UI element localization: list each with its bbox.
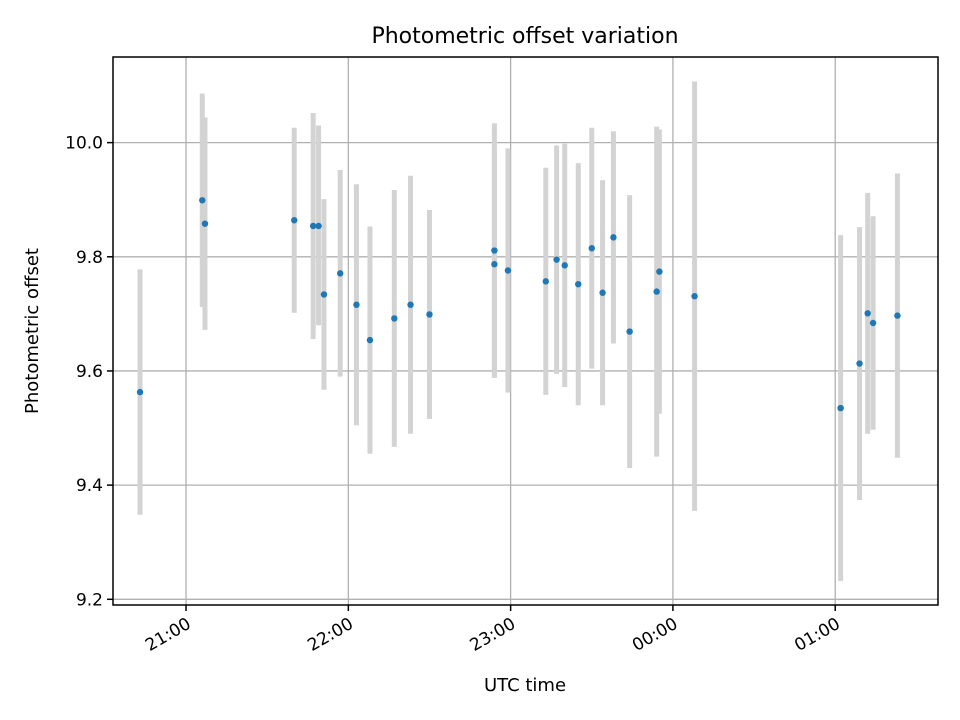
point-layer — [136, 197, 901, 412]
data-point — [391, 315, 398, 322]
x-axis-label: UTC time — [484, 675, 566, 696]
plot-frame — [112, 56, 939, 606]
y-tick-label: 9.8 — [76, 248, 103, 268]
data-point — [653, 288, 660, 295]
data-point — [491, 261, 498, 268]
data-point — [599, 289, 606, 296]
data-point — [869, 319, 877, 327]
data-point — [894, 312, 901, 319]
data-point — [575, 280, 582, 288]
data-point — [856, 360, 863, 367]
data-point — [610, 234, 617, 241]
data-point — [407, 301, 414, 308]
data-point — [315, 222, 322, 230]
data-point — [561, 262, 568, 269]
data-point — [199, 197, 206, 204]
data-point — [136, 388, 144, 396]
data-point — [320, 291, 328, 298]
data-point — [864, 310, 871, 317]
data-point — [553, 256, 560, 263]
data-point — [291, 217, 298, 224]
data-point — [504, 267, 512, 274]
data-point — [656, 268, 663, 275]
chart-title: Photometric offset variation — [371, 24, 678, 49]
data-point — [366, 336, 374, 344]
y-tick-label: 9.4 — [76, 476, 103, 496]
data-point — [201, 220, 209, 227]
data-point — [691, 292, 698, 300]
data-point — [337, 270, 344, 277]
data-point — [309, 222, 317, 230]
data-point — [626, 328, 633, 335]
y-tick-label: 9.2 — [76, 590, 103, 610]
data-point — [426, 311, 433, 318]
grid-layer — [113, 57, 938, 605]
data-point — [588, 245, 595, 252]
y-tick-label: 9.6 — [76, 362, 103, 382]
data-point — [542, 278, 549, 285]
data-point — [837, 404, 844, 412]
data-point — [491, 247, 498, 254]
y-tick-label: 10.0 — [65, 134, 103, 154]
data-point — [353, 301, 360, 308]
y-axis-label: Photometric offset — [22, 248, 43, 414]
